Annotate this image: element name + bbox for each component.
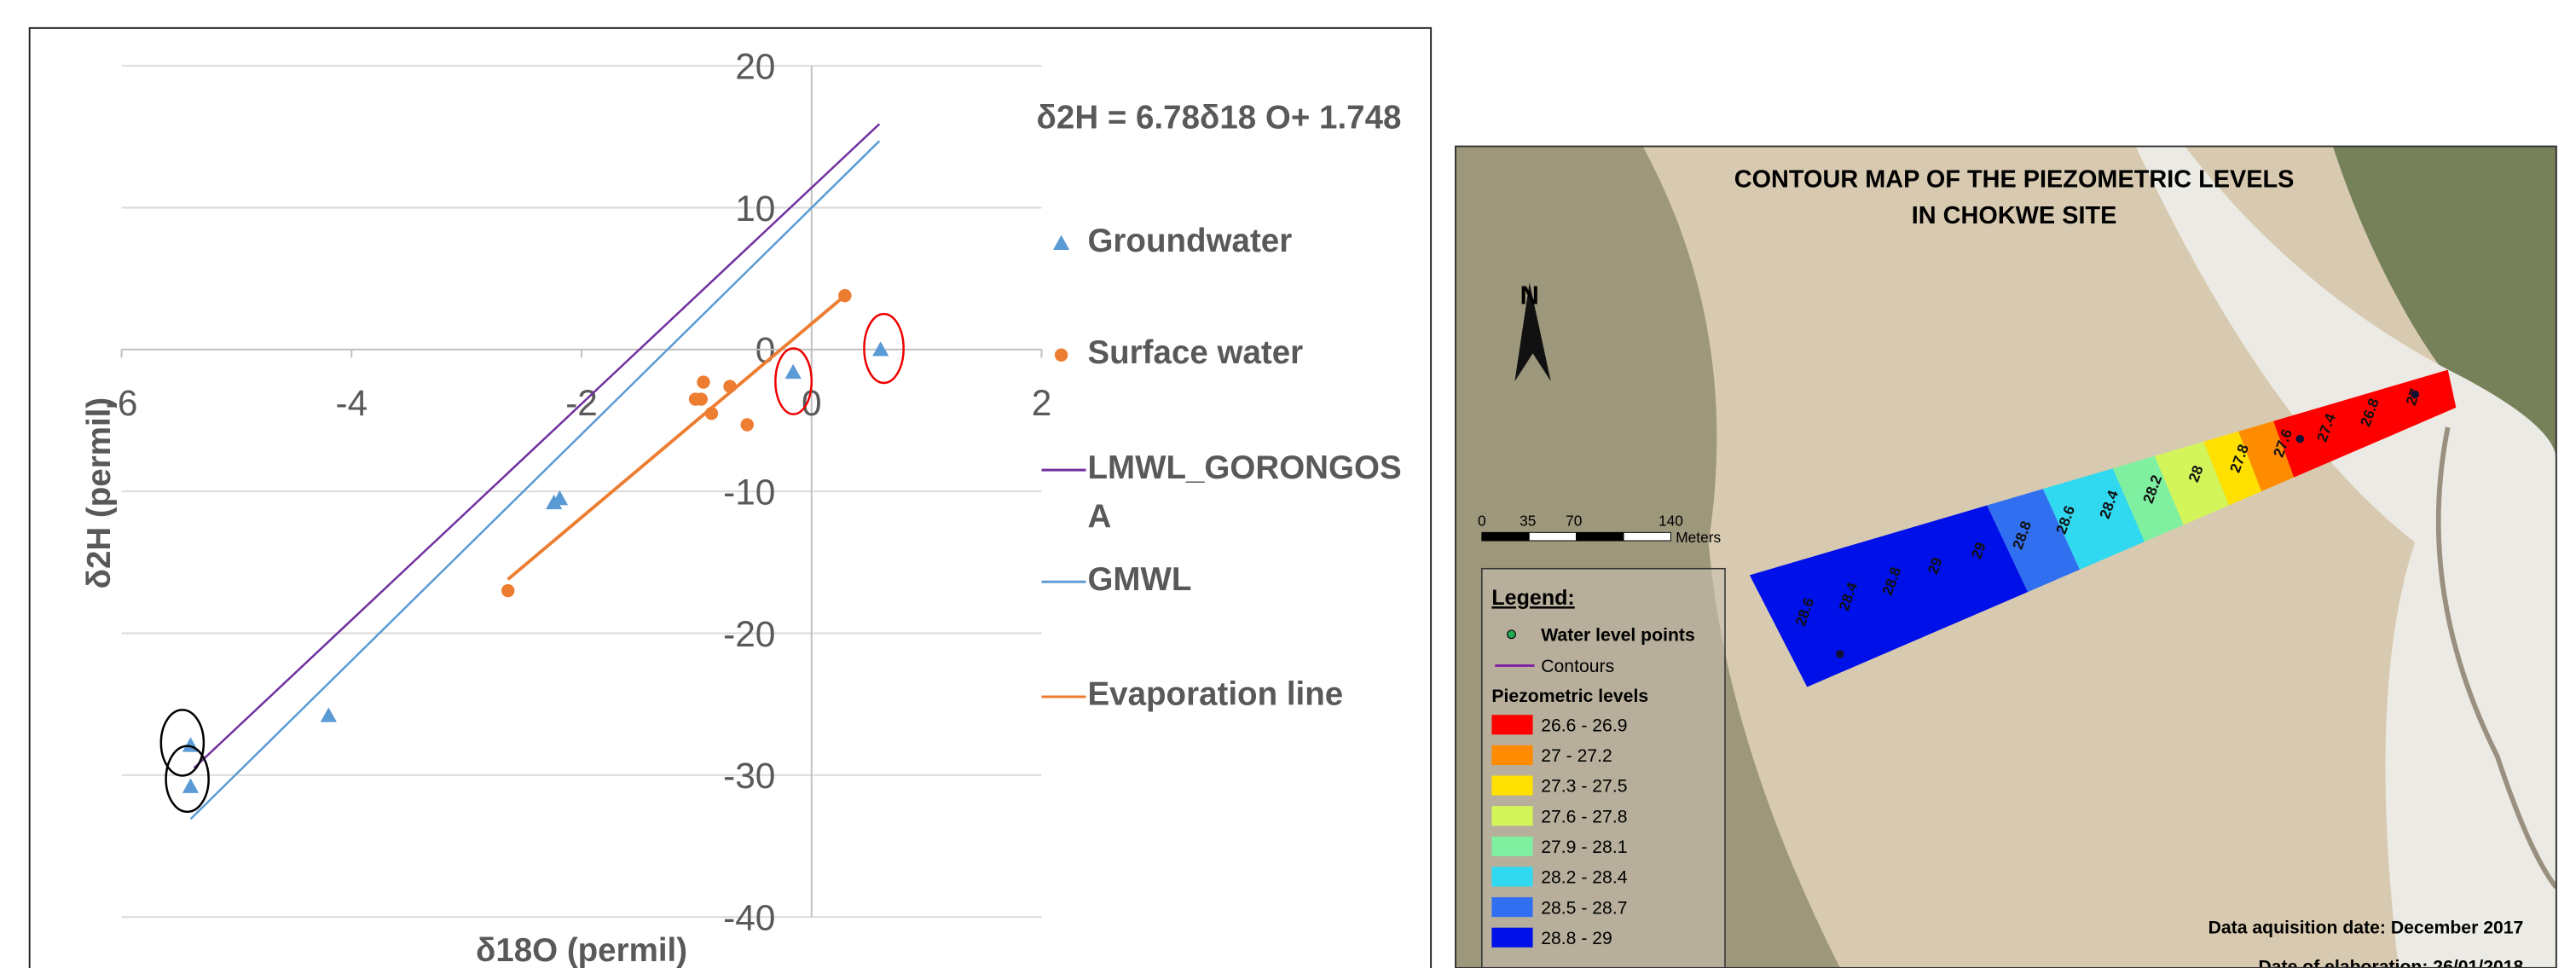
legend-label: Evaporation line (1087, 670, 1415, 720)
page: {"chart_data":{"type":"scatter", "annota… (0, 0, 2576, 968)
y-tick-label: -20 (723, 614, 775, 654)
scale-unit: Meters (1676, 529, 1721, 546)
legend-label: 28.8 - 29 (1541, 929, 1612, 948)
legend-point (1508, 630, 1516, 639)
legend-label: Groundwater (1087, 217, 1415, 266)
scale-label: 0 (1478, 513, 1486, 530)
legend-label: Water level points (1541, 625, 1695, 645)
water-level-point (1836, 650, 1844, 658)
legend-label: LMWL_GORONGOSA (1087, 443, 1415, 542)
legend-label: 27.6 - 27.8 (1541, 807, 1627, 826)
north-label: N (1520, 281, 1539, 310)
legend-label: Surface water (1087, 328, 1415, 378)
legend-swatch (1491, 867, 1532, 886)
legend-swatch (1491, 745, 1532, 765)
x-tick-label: 2 (1032, 383, 1052, 423)
legend-label: 27 - 27.2 (1541, 746, 1612, 766)
annotation: δ2H = 6.78δ18 O+ 1.748 (1037, 99, 1402, 136)
data-point (741, 418, 754, 431)
data-point (695, 392, 708, 405)
x-axis-title: δ18O (permil) (476, 932, 687, 968)
scale-bar-segment (1624, 532, 1670, 541)
figure: -40-30-20-1001020-6-4-202δ18O (permil)δ2… (0, 0, 2576, 968)
water-level-point (2411, 391, 2419, 399)
y-tick-label: 10 (735, 188, 775, 229)
legend-label: 28.2 - 28.4 (1541, 868, 1628, 888)
legend-label: 27.3 - 27.5 (1541, 777, 1627, 797)
legend-key (1055, 349, 1068, 362)
scale-bar-segment (1529, 532, 1576, 541)
data-point (697, 375, 709, 388)
legend-entry: Evaporation line (1087, 670, 1433, 785)
legend-title: Legend: (1491, 586, 1574, 610)
legend-entry: GMWL (1087, 555, 1433, 670)
map: 2726.827.427.627.82828.228.428.628.82929… (1456, 147, 2556, 968)
legend-swatch (1491, 806, 1532, 826)
legend-subtitle: Piezometric levels (1491, 687, 1648, 706)
map-title: CONTOUR MAP OF THE PIEZOMETRIC LEVELS (1734, 166, 2295, 194)
scale-label: 140 (1658, 513, 1683, 530)
x-tick-label: -4 (335, 383, 368, 423)
legend-entry: Groundwater (1087, 217, 1433, 332)
scale-label: 70 (1566, 513, 1582, 530)
legend-label: 28.5 - 28.7 (1541, 898, 1627, 918)
legend-label: 26.6 - 26.9 (1541, 716, 1627, 735)
y-tick-label: 20 (735, 47, 775, 87)
data-point (501, 584, 514, 597)
scale-bar-segment (1482, 532, 1529, 541)
map-note: Data aquisition date: December 2017 (2208, 918, 2524, 937)
scale-bar-segment (1577, 532, 1624, 541)
map-title: IN CHOKWE SITE (1912, 202, 2117, 229)
y-tick-label: -10 (723, 472, 775, 513)
legend-entry: LMWL_GORONGOSA (1087, 443, 1433, 559)
y-tick-label: -30 (723, 756, 775, 796)
y-tick-label: -40 (723, 898, 775, 938)
legend-swatch (1491, 897, 1532, 917)
scale-label: 35 (1520, 513, 1536, 530)
legend-label: 27.9 - 28.1 (1541, 838, 1627, 857)
y-axis-title: δ2H (permil) (81, 397, 118, 589)
legend-entry: Surface water (1087, 328, 1433, 443)
legend-swatch (1491, 837, 1532, 856)
water-level-point (2296, 435, 2305, 443)
legend-swatch (1491, 775, 1532, 795)
legend-label: Contours (1541, 657, 1614, 676)
legend-swatch (1491, 928, 1532, 948)
legend-label: GMWL (1087, 555, 1415, 605)
map-note: Date of elaboration: 26/01/2018 (2258, 958, 2523, 968)
legend-swatch (1491, 715, 1532, 734)
